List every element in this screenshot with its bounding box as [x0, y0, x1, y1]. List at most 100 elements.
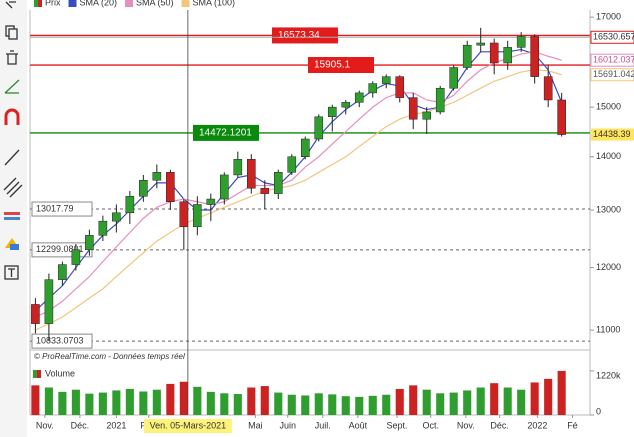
candle-body — [489, 42, 499, 64]
volume-bar — [301, 395, 310, 415]
volume-bar — [368, 395, 377, 415]
candle-body — [516, 36, 526, 48]
candle-body — [112, 212, 121, 222]
legend-swatch — [68, 0, 77, 7]
level-label: 13017.79 — [36, 203, 74, 213]
volume-bar — [112, 390, 121, 415]
level-label-box — [308, 57, 374, 74]
x-tick-label: 2022 — [527, 420, 547, 430]
x-tick-label: Déc. — [490, 420, 509, 430]
volume-bar — [436, 393, 445, 415]
x-tick-label: Nov. — [457, 420, 475, 430]
legend-label: Prix — [45, 0, 61, 7]
volume-bar — [179, 381, 188, 415]
candle-body — [31, 304, 40, 324]
volume-bar — [530, 382, 539, 415]
candle-body — [435, 87, 445, 113]
volume-bar — [260, 386, 269, 415]
tool-shapes-2 — [10, 244, 19, 250]
x-tick-label: Juil. — [315, 420, 331, 430]
volume-bar — [476, 387, 485, 415]
tool-line[interactable] — [4, 149, 20, 166]
candle-body — [354, 92, 364, 103]
x-tick-label: 2021 — [106, 420, 126, 430]
candle-body — [395, 76, 405, 98]
tool-magnet[interactable] — [4, 108, 20, 125]
volume-legend-down — [37, 370, 41, 378]
volume-bar — [517, 389, 526, 415]
volume-bar — [382, 394, 391, 415]
candle-body — [557, 99, 566, 135]
candle-body — [381, 76, 391, 84]
x-tick-label: Nov. — [36, 420, 54, 430]
tool-trend[interactable] — [4, 79, 20, 94]
sma-last-box — [590, 68, 634, 82]
volume-title: Volume — [45, 368, 75, 378]
x-tick-label: Sept. — [387, 420, 408, 430]
level-label: 12299.0801 — [36, 244, 84, 254]
x-tick-label: Août — [349, 420, 368, 430]
candle-body — [233, 159, 243, 176]
volume-bar — [44, 387, 53, 415]
candle-body — [58, 264, 67, 280]
candle-body — [287, 156, 297, 173]
volume-bar — [139, 391, 148, 415]
volume-tick-label: 1220k — [596, 370, 621, 380]
volume-bar — [85, 393, 94, 415]
level-label-box — [193, 124, 259, 141]
level-label: 15905.1 — [314, 60, 351, 71]
candle-body — [247, 159, 256, 189]
x-tick-label: Fé — [567, 420, 578, 430]
crosshair-label-box — [143, 419, 232, 433]
sma-line — [34, 48, 563, 312]
volume-bar — [341, 396, 350, 415]
candle-body — [314, 116, 324, 140]
x-tick-label: Mai — [248, 420, 263, 430]
volume-legend-up — [33, 370, 37, 378]
price-label-box — [590, 30, 634, 44]
y-tick-label: 13000 — [596, 204, 621, 214]
sma-last-label: 16012.037 — [593, 55, 634, 65]
candle-body — [166, 172, 175, 203]
legend-label: SMA (100) — [193, 0, 236, 7]
candle-body — [408, 97, 418, 120]
volume-bar — [314, 393, 323, 415]
volume-bar — [395, 388, 404, 415]
volume-bar — [287, 394, 296, 415]
candle-body — [44, 279, 54, 324]
volume-bar — [233, 394, 242, 415]
volume-bar — [328, 394, 337, 415]
y-tick-label: 12000 — [596, 262, 621, 272]
volume-bar — [557, 370, 566, 415]
tool-cursor[interactable] — [5, 1, 16, 9]
tool-channel[interactable] — [3, 177, 23, 198]
candle-body — [273, 172, 283, 194]
volume-bar — [409, 385, 418, 415]
candle-body — [85, 235, 94, 251]
tool-fibo-2 — [4, 217, 20, 220]
legend-swatch — [181, 0, 190, 7]
sma-last-box — [590, 53, 634, 67]
sma-last-label: 15691.042 — [593, 69, 634, 79]
candle-body — [71, 249, 81, 265]
y-tick-label: 14000 — [596, 151, 621, 161]
legend-label: SMA (50) — [136, 0, 174, 7]
legend-swatch — [38, 0, 42, 7]
volume-bar — [193, 386, 202, 415]
tool-delete[interactable] — [6, 50, 18, 65]
candle-body — [530, 36, 539, 77]
x-tick-label: Oct. — [423, 420, 440, 430]
volume-bar — [98, 392, 107, 415]
volume-bar — [449, 392, 458, 415]
x-tick-label: Déc. — [71, 420, 90, 430]
tool-fibo[interactable] — [4, 212, 20, 215]
candle-body — [449, 67, 459, 89]
toolbar — [0, 0, 27, 437]
level-label: 10833.0703 — [36, 335, 84, 345]
tool-text[interactable] — [4, 265, 19, 280]
volume-bar — [503, 387, 512, 415]
level-label: 16573.34 — [278, 30, 320, 41]
candle-body — [368, 83, 378, 94]
level-label-box — [31, 201, 93, 217]
y-tick-label: 17000 — [596, 12, 621, 22]
